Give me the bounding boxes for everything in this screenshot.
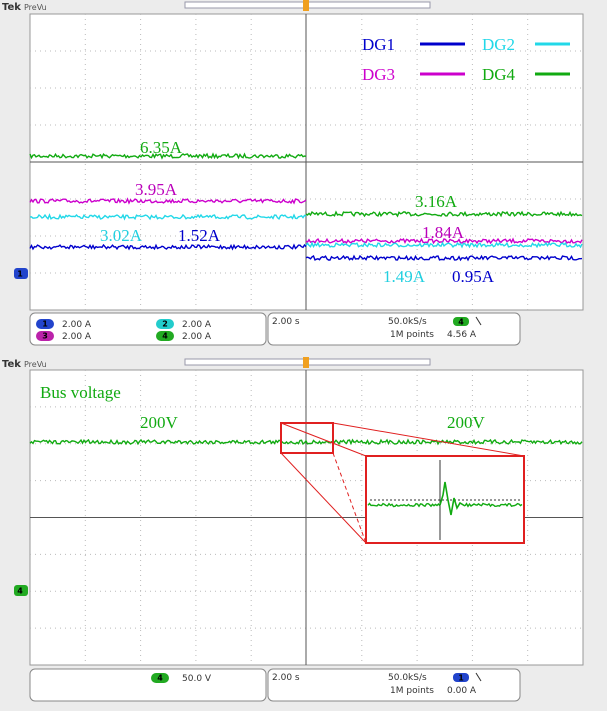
- timebase: 2.00 s: [272, 673, 300, 683]
- legend-label: DG2: [482, 35, 515, 54]
- value-annotation: 3.95A: [135, 180, 178, 199]
- channel-scale: 2.00 A: [62, 320, 92, 330]
- screenshot: TekPreVuDG1DG2DG3DG46.35A3.95A3.02A1.52A…: [0, 0, 607, 711]
- sample-rate: 50.0kS/s: [388, 317, 427, 327]
- record-length: 1M points: [390, 330, 434, 340]
- channel-id: 2: [162, 320, 168, 329]
- plot-title: Bus voltage: [40, 383, 121, 402]
- channel-id: 4: [162, 332, 168, 341]
- channel-id: 1: [42, 320, 48, 329]
- channel-id: 4: [157, 674, 163, 683]
- legend-label: DG4: [482, 65, 516, 84]
- zoom-inset: [366, 456, 524, 543]
- value-annotation: 1.84A: [422, 223, 465, 242]
- value-annotation: 200V: [447, 413, 486, 432]
- value-annotation: 6.35A: [140, 138, 183, 157]
- channel-scale: 50.0 V: [182, 674, 212, 684]
- value-annotation: 200V: [140, 413, 179, 432]
- value-annotation: 3.16A: [415, 192, 458, 211]
- channel-scale: 2.00 A: [182, 320, 212, 330]
- legend-label: DG3: [362, 65, 395, 84]
- timebase: 2.00 s: [272, 317, 300, 327]
- trigger-channel: 4: [458, 318, 464, 327]
- brand: Tek: [2, 359, 21, 370]
- status-box: [30, 669, 266, 701]
- value-annotation: 1.49A: [383, 267, 426, 286]
- trigger-level: 0.00 A: [447, 686, 477, 696]
- legend-label: DG1: [362, 35, 395, 54]
- mode: PreVu: [24, 3, 47, 12]
- trigger-level: 4.56 A: [447, 330, 477, 340]
- value-annotation: 1.52A: [178, 226, 221, 245]
- channel-scale: 2.00 A: [62, 332, 92, 342]
- channel-id: 3: [42, 332, 48, 341]
- trigger-pos: [303, 0, 309, 11]
- sample-rate: 50.0kS/s: [388, 673, 427, 683]
- trigger-pos: [303, 357, 309, 368]
- brand: Tek: [2, 2, 21, 13]
- value-annotation: 0.95A: [452, 267, 495, 286]
- ground-marker-label: 4: [17, 587, 23, 596]
- ground-marker-label: 1: [17, 270, 23, 279]
- value-annotation: 3.02A: [100, 226, 143, 245]
- record-length: 1M points: [390, 686, 434, 696]
- trigger-channel: 1: [458, 674, 464, 683]
- mode: PreVu: [24, 360, 47, 369]
- channel-scale: 2.00 A: [182, 332, 212, 342]
